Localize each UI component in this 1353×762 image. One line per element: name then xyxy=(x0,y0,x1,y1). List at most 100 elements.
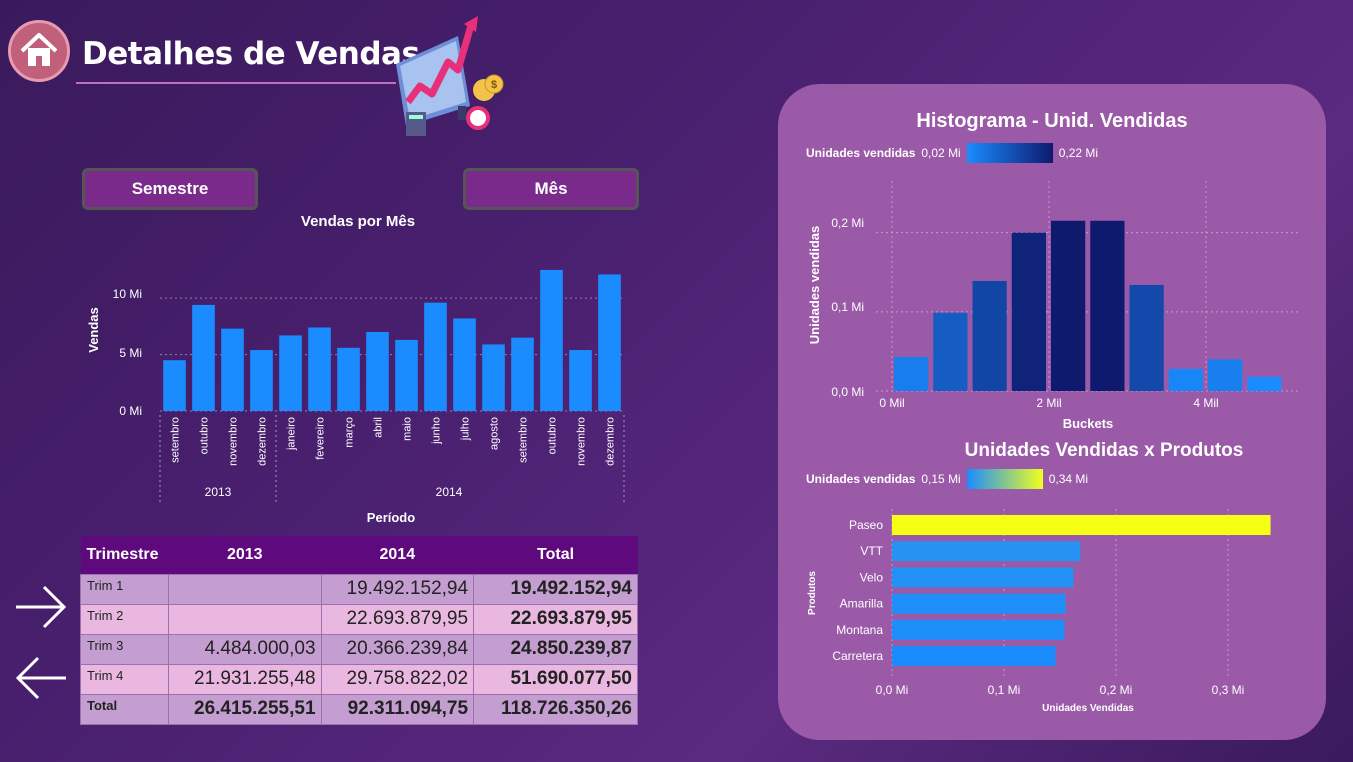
row-label: Trim 3 xyxy=(80,633,169,665)
month-bar[interactable] xyxy=(221,328,244,411)
product-bar[interactable] xyxy=(892,619,1065,640)
month-bar[interactable] xyxy=(250,350,273,411)
table-header[interactable]: 2014 xyxy=(321,536,474,574)
histogram-bar[interactable] xyxy=(972,280,1007,391)
bar-chart-xlabel: Período xyxy=(367,510,415,525)
histogram-xtick: 4 Mil xyxy=(1193,396,1218,410)
product-label: Carretera xyxy=(832,649,883,663)
cell-2014: 19.492.152,94 xyxy=(320,573,475,605)
product-bar[interactable] xyxy=(892,515,1271,535)
histogram-chart: 0,0 Mi 0,1 Mi 0,2 Mi 0 Mil 2 Mil 4 Mil B… xyxy=(807,181,1300,431)
month-label: janeiro xyxy=(286,417,298,451)
cell-2013: 4.484.000,03 xyxy=(168,633,322,665)
hbar-xtick: 0,2 Mi xyxy=(1100,683,1133,697)
month-label: novembro xyxy=(576,417,588,466)
histogram-bar[interactable] xyxy=(933,312,968,391)
cell-2014: 29.758.822,02 xyxy=(320,663,475,695)
product-label: Paseo xyxy=(849,518,883,532)
mes-button[interactable]: Mês xyxy=(463,168,639,210)
month-bar[interactable] xyxy=(424,302,447,411)
bar-chart-year-2013: 2013 xyxy=(205,485,232,499)
month-bar[interactable] xyxy=(598,274,621,411)
histogram-bar[interactable] xyxy=(1011,232,1046,391)
month-bar[interactable] xyxy=(163,360,186,411)
hbar-legend-max: 0,34 Mi xyxy=(1048,472,1089,486)
cell-2014: 20.366.239,84 xyxy=(320,633,475,665)
cell-2014: 22.693.879,95 xyxy=(320,603,475,635)
month-bar[interactable] xyxy=(540,269,563,411)
arrow-left-icon[interactable] xyxy=(14,655,68,701)
product-label: Velo xyxy=(860,570,884,584)
cell-total: 19.492.152,94 xyxy=(473,573,638,605)
month-bar[interactable] xyxy=(569,350,592,411)
bar-chart-ytick: 0 Mi xyxy=(119,404,142,418)
histogram-xlabel: Buckets xyxy=(1063,416,1114,431)
month-label: dezembro xyxy=(605,417,617,466)
table-header[interactable]: 2013 xyxy=(168,536,322,574)
histogram-bar[interactable] xyxy=(1051,220,1086,391)
month-label: outubro xyxy=(547,417,559,454)
month-bar[interactable] xyxy=(279,335,302,411)
histogram-legend-max: 0,22 Mi xyxy=(1058,146,1099,160)
hbar-legend-min: 0,15 Mi xyxy=(921,472,961,486)
home-button[interactable] xyxy=(8,20,70,82)
product-bar[interactable] xyxy=(892,646,1056,666)
month-label: setembro xyxy=(518,417,530,463)
histogram-title: Histograma - Unid. Vendidas xyxy=(916,110,1188,132)
month-label: agosto xyxy=(489,417,501,450)
month-bar[interactable] xyxy=(308,327,331,411)
hbar-ylabel: Produtos xyxy=(807,571,818,615)
cell-2014: 92.311.094,75 xyxy=(320,693,475,725)
month-label: junho xyxy=(431,417,443,445)
table-total-row: Total 26.415.255,51 92.311.094,75 118.72… xyxy=(80,693,638,725)
sales-growth-illustration: $ xyxy=(396,16,504,136)
hbar-legend-gradient xyxy=(966,469,1043,489)
histogram-bar[interactable] xyxy=(1208,359,1243,391)
table-header[interactable]: Trimestre xyxy=(80,536,169,574)
month-label: abril xyxy=(373,417,385,438)
product-bar[interactable] xyxy=(892,593,1066,614)
month-bar[interactable] xyxy=(482,344,505,411)
product-label: VTT xyxy=(860,544,883,558)
month-label: setembro xyxy=(170,417,182,463)
histogram-legend-label: Unidades vendidas xyxy=(806,146,916,160)
page-title: Detalhes de Vendas xyxy=(82,36,420,72)
hbar-legend: Unidades vendidas 0,15 Mi 0,34 Mi xyxy=(806,469,1088,489)
month-bar[interactable] xyxy=(453,318,476,411)
hbar-xtick: 0,3 Mi xyxy=(1212,683,1245,697)
semestre-button[interactable]: Semestre xyxy=(82,168,258,210)
cell-total: 51.690.077,50 xyxy=(473,663,638,695)
cell-2013 xyxy=(168,573,322,605)
histogram-bar[interactable] xyxy=(1247,376,1282,391)
cell-total: 22.693.879,95 xyxy=(473,603,638,635)
hbar-xlabel: Unidades Vendidas xyxy=(1042,703,1134,714)
cell-total: 118.726.350,26 xyxy=(473,693,638,725)
product-bar[interactable] xyxy=(892,541,1081,562)
histogram-bar[interactable] xyxy=(1168,368,1203,391)
product-bar[interactable] xyxy=(892,567,1074,588)
histogram-ylabel: Unidades vendidas xyxy=(807,226,822,344)
hbar-xtick: 0,0 Mi xyxy=(876,683,909,697)
histogram-legend-gradient xyxy=(966,143,1053,163)
histogram-bar[interactable] xyxy=(1129,284,1164,391)
month-bar[interactable] xyxy=(337,347,360,411)
hbar-legend-label: Unidades vendidas xyxy=(806,472,916,486)
monthly-sales-chart: setembro outubro novembro dezembro janeiro fe… xyxy=(86,269,625,525)
month-bar[interactable] xyxy=(192,304,215,411)
arrow-right-icon[interactable] xyxy=(14,584,68,630)
table-header[interactable]: Total xyxy=(473,536,638,574)
month-bar[interactable] xyxy=(395,339,418,411)
histogram-bar[interactable] xyxy=(1090,220,1125,391)
histogram-bar[interactable] xyxy=(894,356,929,391)
product-label: Montana xyxy=(836,623,883,637)
month-label: outubro xyxy=(199,417,211,454)
bar-chart-title: Vendas por Mês xyxy=(300,213,416,230)
cell-2013 xyxy=(168,603,322,635)
product-label: Amarilla xyxy=(840,597,884,611)
svg-text:$: $ xyxy=(491,79,497,91)
table-row: Trim 4 21.931.255,48 29.758.822,02 51.69… xyxy=(80,663,638,695)
month-bar[interactable] xyxy=(366,332,389,411)
histogram-xtick: 2 Mil xyxy=(1036,396,1061,410)
histogram-xtick: 0 Mil xyxy=(879,396,904,410)
month-bar[interactable] xyxy=(511,337,534,411)
